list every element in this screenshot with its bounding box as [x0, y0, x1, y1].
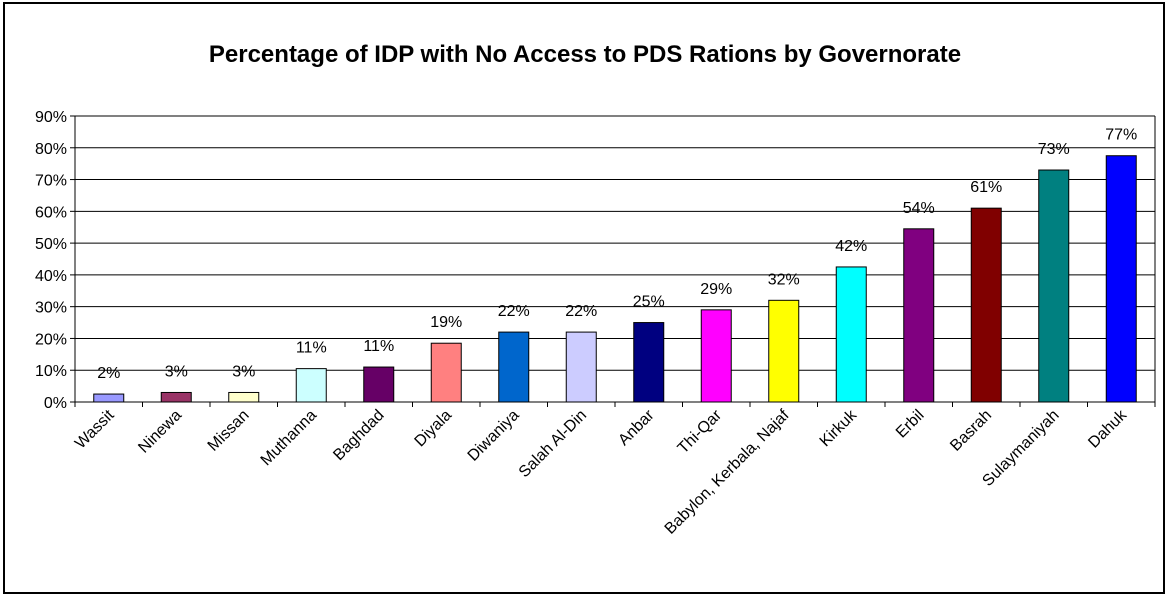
bar [903, 228, 935, 403]
category-label: Missan [205, 407, 253, 455]
bar [1038, 169, 1070, 403]
category-label: Ninewa [135, 407, 185, 457]
bar [498, 331, 530, 403]
bar [768, 299, 800, 403]
data-label: 11% [363, 338, 394, 355]
category-label: Diyala [412, 407, 456, 451]
bar [700, 309, 732, 403]
data-label: 42% [835, 238, 867, 255]
y-tick-label: 80% [35, 141, 67, 158]
category-label: Wassit [72, 406, 118, 452]
data-label: 22% [498, 303, 530, 320]
category-label: Anbar [615, 406, 658, 449]
data-label: 32% [768, 271, 800, 288]
y-tick-label: 30% [35, 300, 67, 317]
bar [633, 322, 665, 403]
y-tick-label: 20% [35, 331, 67, 348]
data-label: 77% [1105, 127, 1137, 144]
data-label: 2% [97, 365, 120, 382]
bars [93, 155, 1137, 403]
bar [295, 368, 327, 403]
data-label: 29% [700, 281, 732, 298]
chart-svg: Percentage of IDP with No Access to PDS … [35, 41, 1156, 538]
gridlines [75, 115, 1155, 371]
category-label: Babylon, Kerbala, Najaf [662, 406, 793, 537]
category-label: Kirkuk [817, 406, 861, 450]
category-label: Baghdad [330, 407, 387, 464]
data-label: 73% [1038, 141, 1070, 158]
data-label: 11% [296, 340, 327, 357]
y-tick-label: 60% [35, 204, 67, 221]
bar [565, 331, 597, 403]
category-label: Dahuk [1085, 406, 1130, 451]
category-labels: Wassit Ninewa Missan Muthanna Baghdad Diyala D… [72, 406, 1131, 538]
category-label: Basrah [947, 407, 995, 455]
bar [1105, 155, 1137, 403]
data-label: 25% [633, 294, 665, 311]
y-tick-label: 50% [35, 236, 67, 253]
bar [228, 391, 260, 403]
category-label: Salah Al-Din [516, 407, 590, 481]
data-label: 3% [165, 363, 188, 380]
bar [970, 207, 1002, 403]
bar [430, 342, 462, 403]
category-label: Muthanna [258, 407, 320, 469]
category-label: Erbil [893, 407, 928, 442]
category-label: Diwaniya [465, 407, 523, 465]
chart-frame: Percentage of IDP with No Access to PDS … [3, 2, 1165, 594]
data-label: 19% [430, 314, 462, 331]
bar [363, 366, 395, 403]
category-label: Thi-Qar [675, 406, 726, 457]
y-tick-label: 70% [35, 173, 67, 190]
y-tick-label: 40% [35, 268, 67, 285]
y-axis-ticks: 0% 10% 20% 30% 40% 50% 60% 70% 80% 90% [35, 109, 67, 412]
data-label: 22% [565, 303, 597, 320]
y-tick-label: 90% [35, 109, 67, 126]
bar [835, 266, 867, 403]
y-tick-label: 10% [35, 363, 67, 380]
data-label: 54% [903, 200, 935, 217]
data-labels: 2% 3% 3% 11% 11% 19% 22% 22% 25% 29% 32% 42% 54% 61% 7… [97, 127, 1137, 382]
chart-title: Percentage of IDP with No Access to PDS … [209, 41, 961, 68]
data-label: 3% [232, 363, 255, 380]
axes [70, 115, 1156, 407]
y-tick-label: 0% [44, 395, 67, 412]
bar [160, 391, 192, 403]
data-label: 61% [970, 179, 1002, 196]
bar [93, 393, 125, 403]
